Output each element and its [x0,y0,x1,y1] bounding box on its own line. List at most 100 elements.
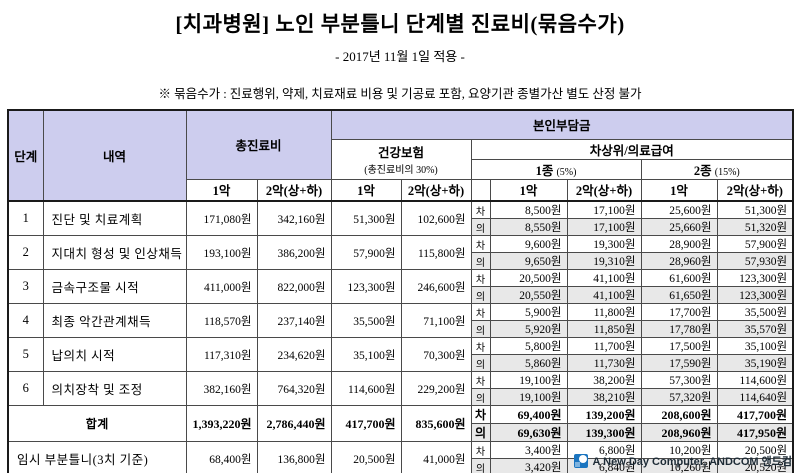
insurance-copay-cell: 57,900원 [330,235,402,270]
tier-copay-cell: 20,520원 [716,458,794,473]
tier-copay-cell: 11,850원 [566,320,642,338]
table-row: 6 의치장착 및 조정 382,160원 764,320원 114,600원 229,20… [7,371,794,406]
stage-cell: 5 [7,337,44,372]
col-header-tier2-jaw1: 1악 [640,178,718,202]
tier-copay-cell: 57,300원 [640,371,718,389]
tier-copay-cell: 139,300원 [566,423,642,442]
table-row-alt: 의 69,630원 139,300원 208,960원 417,950원 [8,423,794,442]
tier-copay-cell: 10,260원 [640,458,718,473]
cha-label: 차 [470,371,491,389]
col-header-tier1-jaw1: 1악 [489,178,568,202]
total-cost-cell: 386,200원 [256,235,332,270]
insurance-copay-cell: 229,200원 [400,371,472,406]
col-header-chaui-spacer [470,178,491,202]
tier-copay-cell: 17,100원 [566,200,642,219]
total-cost-cell: 342,160원 [256,200,332,236]
insurance-copay-cell: 417,700원 [330,405,402,442]
tier-copay-cell: 17,780원 [640,320,718,338]
tier-copay-cell: 19,100원 [489,371,568,389]
tier-copay-cell: 114,600원 [716,371,794,389]
total-cost-cell: 117,310원 [185,337,258,372]
tier-copay-cell: 17,590원 [640,354,718,372]
item-name-cell: 진단 및 치료계획 [42,200,187,236]
tier-copay-cell: 28,900원 [640,235,718,253]
tier1-label: 1종 [535,163,554,178]
col-header-tier1-jaw2: 2악(상+하) [566,178,642,202]
table-row: 4 최종 악간관계채득 118,570원 237,140원 35,500원 71,100원… [7,303,794,338]
col-header-item: 내역 [42,109,187,202]
insurance-copay-cell: 123,300원 [330,269,402,304]
cha-label: 차 [470,303,491,321]
cha-label: 차 [470,200,491,219]
tier-copay-cell: 123,300원 [716,286,794,304]
stage-cell: 6 [7,371,44,406]
tier-copay-cell: 35,570원 [716,320,794,338]
item-name-cell: 합계 [7,405,187,442]
table-row: 2 지대치 형성 및 인상채득 193,100원 386,200원 57,900원 115… [7,235,794,270]
col-header-stage: 단계 [7,109,44,202]
insurance-copay-cell: 20,500원 [330,441,402,473]
item-name-cell: 금속구조물 시적 [42,269,187,304]
stage-cell: 3 [7,269,44,304]
item-name-cell: 의치장착 및 조정 [42,371,187,406]
tier-copay-cell: 41,100원 [566,286,642,304]
col-header-tier2-jaw2: 2악(상+하) [716,178,794,202]
insurance-copay-cell: 102,600원 [400,200,472,236]
col-header-ins-jaw1: 1악 [330,178,402,202]
table-row: 5 납의치 시적 117,310원 234,620원 35,100원 70,300원 차 5,… [7,337,794,372]
tier2-percent: (15%) [714,166,740,178]
tier-copay-cell: 25,660원 [640,218,718,236]
page-title: [치과병원] 노인 부분틀니 단계별 진료비(묶음수가) [175,12,625,36]
insurance-copay-cell: 35,500원 [330,303,402,338]
tier-copay-cell: 5,800원 [489,337,568,355]
insurance-copay-cell: 114,600원 [330,371,402,406]
tier-copay-cell: 19,310원 [566,252,642,270]
insurance-sublabel: (총진료비의 30%) [364,165,438,176]
tier-copay-cell: 35,500원 [716,303,794,321]
item-name-cell: 납의치 시적 [42,337,187,372]
tier-copay-cell: 8,550원 [489,218,568,236]
tier-copay-cell: 11,700원 [566,337,642,355]
table-row-alt: 의 19,100원 38,210원 57,320원 114,640원 [8,388,794,406]
tier-copay-cell: 3,420원 [489,458,568,473]
table-body: 1 진단 및 치료계획 171,080원 342,160원 51,300원 102,600… [7,200,794,473]
insurance-copay-cell: 246,600원 [400,269,472,304]
total-cost-cell: 382,160원 [185,371,258,406]
tier-copay-cell: 20,550원 [489,286,568,304]
tier-copay-cell: 69,630원 [489,423,568,442]
table-row: 3 금속구조물 시적 411,000원 822,000원 123,300원 246,600… [7,269,794,304]
cha-label: 차 [470,235,491,253]
tier-copay-cell: 5,860원 [489,354,568,372]
table-row-alt: 의 3,420원 6,840원 10,260원 20,520원 [8,458,794,473]
insurance-copay-cell: 71,100원 [400,303,472,338]
cha-label: 차 [470,441,491,459]
table-row-alt: 의 5,860원 11,730원 17,590원 35,190원 [8,354,794,372]
tier-copay-cell: 9,650원 [489,252,568,270]
item-name-cell: 임시 부분틀니(3치 기준) [7,441,187,473]
cha-label: 차 [470,337,491,355]
ui-label: 의 [470,388,491,406]
ui-label: 의 [470,458,491,473]
insurance-label: 건강보험 [378,146,425,160]
effective-date: - 2017년 11월 1일 적용 - [335,49,465,64]
tier-copay-cell: 123,300원 [716,269,794,287]
tier-copay-cell: 57,900원 [716,235,794,253]
tier-copay-cell: 114,640원 [716,388,794,406]
insurance-copay-cell: 41,000원 [400,441,472,473]
footer-text: A New Day Computer, ANDCOM 앤드컴 [592,456,792,468]
col-header-total-cost: 총진료비 [185,109,332,180]
tier-copay-cell: 61,600원 [640,269,718,287]
total-cost-cell: 1,393,220원 [185,405,258,442]
total-cost-cell: 171,080원 [185,200,258,236]
tier-copay-cell: 20,500원 [716,441,794,459]
col-header-ins-jaw2: 2악(상+하) [400,178,472,202]
cha-label: 차 [470,405,491,424]
ui-label: 의 [470,218,491,236]
tier-copay-cell: 417,950원 [716,423,794,442]
tier-copay-cell: 38,210원 [566,388,642,406]
total-cost-cell: 68,400원 [185,441,258,473]
total-cost-cell: 234,620원 [256,337,332,372]
tier-copay-cell: 17,100원 [566,218,642,236]
ui-label: 의 [470,252,491,270]
